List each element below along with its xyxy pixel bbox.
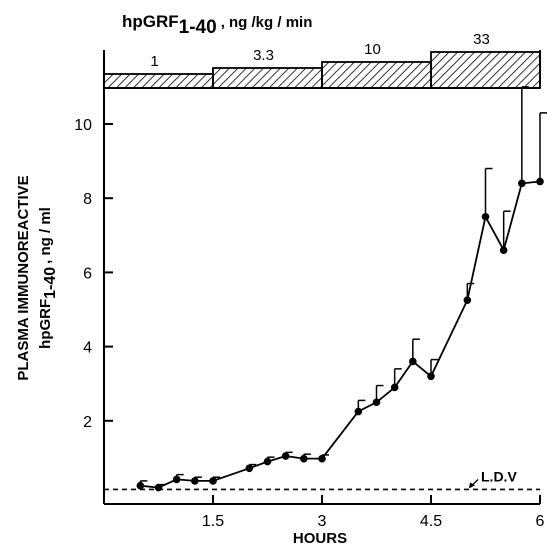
x-tick-label: 1.5 [202, 513, 224, 530]
x-tick-label: 4.5 [420, 513, 442, 530]
error-bars [139, 86, 547, 488]
infusion-segment-label: 33 [473, 31, 490, 48]
data-point [172, 475, 181, 484]
y-tick-label: 2 [83, 414, 92, 431]
data-point [136, 481, 145, 490]
y-tick-label: 10 [74, 117, 92, 134]
infusion-segment [321, 61, 432, 89]
data-point [427, 372, 435, 381]
y-axis-label-line2: hpGRF1-40, ng / ml [37, 207, 59, 349]
y-tick-label: 8 [83, 191, 92, 208]
ldv-arrow-head [469, 482, 475, 489]
y-axis-label: PLASMA IMMUNOREACTIVE hpGRF1-40, ng / ml [15, 175, 59, 380]
data-point [209, 477, 217, 485]
x-tick-label: 6 [536, 513, 545, 530]
data-points [136, 177, 544, 492]
infusion-segment-label: 10 [364, 41, 381, 58]
y-tick-label: 4 [83, 340, 92, 357]
data-point [481, 212, 490, 221]
y-tick-label: 6 [83, 265, 92, 282]
data-point [281, 452, 290, 460]
ldv-reference: L.D.V [104, 468, 540, 491]
data-point [318, 454, 326, 463]
y-axis-label-line1: PLASMA IMMUNOREACTIVE [15, 175, 32, 380]
data-point [300, 454, 308, 463]
axes [103, 50, 541, 505]
infusion-labels: 1 3.3 10 33 [150, 31, 490, 70]
data-point [263, 457, 272, 466]
data-point [536, 177, 544, 186]
x-tick-label: 3 [318, 513, 327, 530]
data-point [354, 407, 363, 416]
data-point [191, 477, 199, 485]
data-point [372, 398, 381, 407]
series-line [140, 180, 541, 489]
ldv-label: L.D.V [481, 468, 517, 484]
data-point [409, 357, 417, 366]
series-path [140, 180, 541, 489]
data-point [518, 179, 526, 188]
infusion-bar [103, 51, 541, 89]
data-point [499, 246, 508, 254]
x-axis-ticks: 1.5 3 4.5 6 [202, 495, 545, 530]
data-point [245, 464, 254, 473]
data-point [463, 296, 472, 305]
infusion-segment-label: 3.3 [253, 47, 274, 64]
data-point [154, 483, 163, 492]
infusion-segment [212, 67, 323, 89]
data-point [390, 383, 399, 392]
y-axis-ticks: 2 4 6 8 10 [74, 117, 113, 431]
infusion-segment [103, 73, 214, 89]
x-axis-label: HOURS [293, 530, 347, 547]
infusion-segment [430, 51, 541, 89]
infusion-segment-label: 1 [150, 53, 158, 70]
infusion-title: hpGRF1-40, ng /kg / min [122, 12, 312, 38]
